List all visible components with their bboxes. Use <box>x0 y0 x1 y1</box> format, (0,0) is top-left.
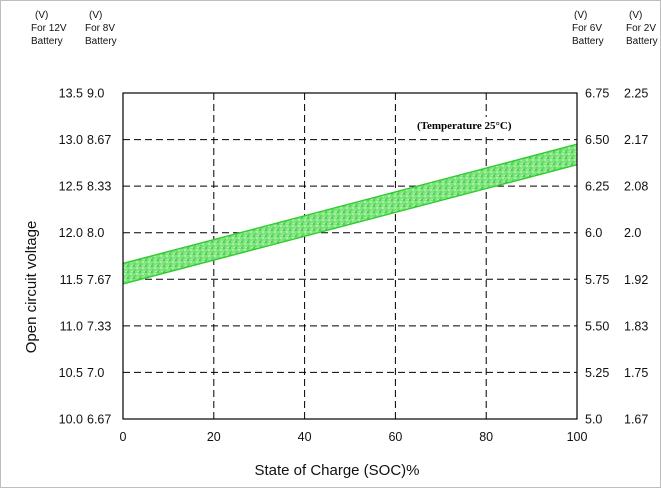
y-tick-label-6v: 6.25 <box>585 180 609 194</box>
voltage-band-upper-edge <box>122 143 578 265</box>
right-2v-header: (V) For 2V Battery <box>626 10 658 47</box>
y-tick-label-8v: 8.0 <box>87 226 104 240</box>
y-tick-label-2v: 1.67 <box>624 413 648 427</box>
y-tick-label-8v: 7.33 <box>87 319 111 333</box>
y-tick-label-6v: 6.0 <box>585 226 602 240</box>
y-tick-label-2v: 1.92 <box>624 273 648 287</box>
left-12v-header-line-3: Battery <box>31 36 63 47</box>
left-8v-header-line-2: For 8V <box>85 23 115 34</box>
y-tick-label-6v: 5.25 <box>585 366 609 380</box>
x-tick-label: 0 <box>120 430 127 444</box>
y-tick-label-2v: 1.75 <box>624 366 648 380</box>
y-tick-label-8v: 9.0 <box>87 87 104 101</box>
left-8v-header-line-1: (V) <box>89 10 102 21</box>
y-axis-title: Open circuit voltage <box>23 221 40 354</box>
y-tick-label-8v: 6.67 <box>87 413 111 427</box>
y-tick-label-6v: 5.0 <box>585 413 602 427</box>
y-tick-label-6v: 5.50 <box>585 319 609 333</box>
y-tick-label-2v: 2.25 <box>624 87 648 101</box>
x-tick-label: 20 <box>207 430 221 444</box>
y-tick-label-6v: 5.75 <box>585 273 609 287</box>
y-tick-label-8v: 7.0 <box>87 366 104 380</box>
right-2v-header-line-3: Battery <box>626 36 658 47</box>
x-tick-label: 40 <box>298 430 312 444</box>
x-ticks: 0 20 40 60 80 100 <box>120 430 588 444</box>
y-ticks-8v: 6.67 7.0 7.33 7.67 8.0 8.33 8.67 9.0 <box>87 87 111 427</box>
y-tick-label-12v: 10.5 <box>59 366 83 380</box>
x-tick-label: 60 <box>388 430 402 444</box>
annotation-background <box>407 117 537 134</box>
y-tick-label-8v: 8.33 <box>87 180 111 194</box>
right-2v-header-line-2: For 2V <box>626 23 656 34</box>
left-12v-header-line-2: For 12V <box>31 23 67 34</box>
right-6v-header-line-3: Battery <box>572 36 604 47</box>
y-tick-label-12v: 11.0 <box>60 319 83 333</box>
y-tick-label-6v: 6.75 <box>585 87 609 101</box>
voltage-band <box>123 144 577 284</box>
left-12v-header-line-1: (V) <box>35 10 48 21</box>
y-tick-label-8v: 7.67 <box>87 273 111 287</box>
y-ticks-6v: 5.0 5.25 5.50 5.75 6.0 6.25 6.50 6.75 <box>585 87 609 427</box>
y-tick-label-2v: 2.08 <box>624 180 648 194</box>
voltage-band-layer <box>122 143 578 285</box>
plot-border <box>122 92 578 420</box>
right-6v-header: (V) For 6V Battery <box>572 10 604 47</box>
x-tick-label: 100 <box>567 430 588 444</box>
y-tick-label-12v: 13.5 <box>59 87 83 101</box>
left-8v-header-line-3: Battery <box>85 36 117 47</box>
y-tick-label-12v: 12.0 <box>59 226 83 240</box>
temperature-annotation: (Temperature 25°C) <box>417 120 512 132</box>
right-2v-header-line-1: (V) <box>629 10 642 21</box>
y-tick-label-8v: 8.67 <box>87 133 111 147</box>
y-tick-label-12v: 13.0 <box>59 133 83 147</box>
y-ticks-2v: 1.67 1.75 1.83 1.92 2.0 2.08 2.17 2.25 <box>624 87 648 427</box>
voltage-band-lower-edge <box>122 164 578 285</box>
left-12v-header: (V) For 12V Battery <box>31 10 67 47</box>
y-tick-label-2v: 1.83 <box>624 319 648 333</box>
y-tick-label-12v: 12.5 <box>59 180 83 194</box>
left-8v-header: (V) For 8V Battery <box>85 10 117 47</box>
x-axis-title: State of Charge (SOC)% <box>254 462 419 479</box>
y-tick-label-2v: 2.17 <box>624 133 648 147</box>
y-ticks-12v: 10.0 10.5 11.0 11.5 12.0 12.5 13.0 13.5 <box>59 87 83 427</box>
right-6v-header-line-2: For 6V <box>572 23 602 34</box>
grid-lines <box>123 93 577 419</box>
right-6v-header-line-1: (V) <box>574 10 587 21</box>
x-tick-label: 80 <box>479 430 493 444</box>
y-tick-label-12v: 10.0 <box>59 413 83 427</box>
y-tick-label-6v: 6.50 <box>585 133 609 147</box>
y-tick-label-2v: 2.0 <box>624 226 641 240</box>
y-tick-label-12v: 11.5 <box>60 273 83 287</box>
